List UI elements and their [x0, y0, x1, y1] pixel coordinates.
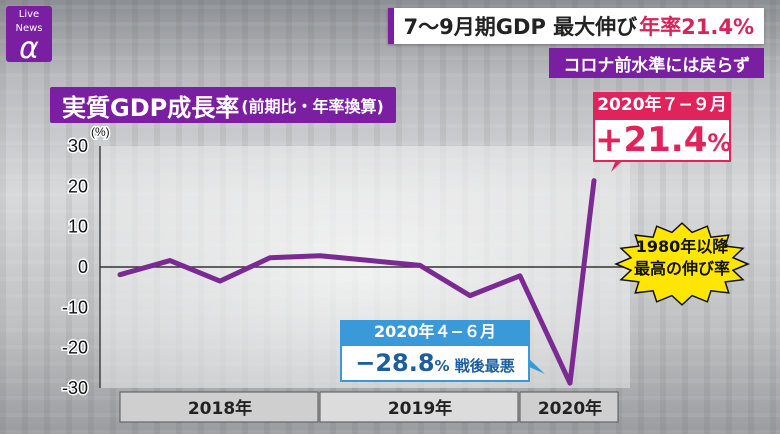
data-point — [468, 294, 472, 298]
y-tick-label: -30 — [62, 378, 88, 398]
y-tick-label: 30 — [68, 136, 88, 156]
callout-2020q3: 2020年７−９月 +21.4% — [593, 92, 731, 162]
y-tick-label: 0 — [78, 257, 88, 277]
headline-banner: 7〜9月期GDP 最大伸び 年率21.4% — [387, 8, 764, 44]
headline-highlight: 年率21.4% — [639, 15, 754, 39]
year-band — [319, 391, 519, 423]
y-tick-label: 20 — [68, 176, 88, 196]
y-tick-label: -20 — [62, 338, 88, 358]
logo-symbol: α — [19, 31, 39, 66]
year-band — [519, 391, 619, 423]
subhead-banner: コロナ前水準には戻らず — [549, 48, 764, 78]
starburst-line1: 1980年以降 — [635, 237, 729, 256]
callout-2020q2: 2020年４−６月 −28.8% 戦後最悪 — [340, 320, 530, 382]
chart-title: 実質GDP成長率 (前期比・年率換算) — [50, 87, 396, 123]
data-points — [118, 179, 596, 385]
starburst-text: 1980年以降 最高の伸び率 — [620, 236, 744, 280]
logo-line1: Live — [18, 9, 40, 20]
x-year-bar: 2018年 2019年 2020年 — [119, 391, 619, 423]
data-point — [118, 273, 122, 277]
y-tick-label: -10 — [62, 297, 88, 317]
data-point — [368, 259, 372, 263]
live-news-alpha-logo: Live News α — [6, 6, 52, 66]
chart-title-sub: (前期比・年率換算) — [241, 97, 384, 116]
callout-2020q3-caption: 2020年７−９月 — [593, 92, 731, 118]
chart-title-main: 実質GDP成長率 — [62, 93, 240, 122]
year-label: 2019年 — [388, 398, 452, 419]
data-point — [268, 256, 272, 260]
logo-line2: News — [15, 23, 43, 34]
data-point — [568, 381, 572, 385]
y-tick-labels: 30 20 10 0 -10 -20 -30 — [60, 135, 89, 400]
data-point — [592, 179, 596, 183]
data-point — [168, 259, 172, 263]
year-label: 2020年 — [538, 398, 602, 419]
data-point — [318, 254, 322, 258]
starburst-badge — [614, 222, 750, 306]
callout-2020q3-value: +21.4% — [593, 118, 732, 162]
data-point — [218, 279, 222, 283]
y-unit-label: (%) — [91, 125, 110, 139]
year-label: 2018年 — [188, 398, 252, 419]
data-point — [518, 274, 522, 278]
callout-2020q2-caption: 2020年４−６月 — [340, 320, 530, 344]
starburst-line2: 最高の伸び率 — [633, 259, 730, 278]
headline-main: 7〜9月期GDP 最大伸び — [403, 15, 638, 39]
data-point — [418, 263, 422, 267]
year-band — [119, 391, 319, 423]
callout-2020q2-value: −28.8% 戦後最悪 — [340, 344, 530, 382]
y-tick-label: 10 — [68, 217, 88, 237]
